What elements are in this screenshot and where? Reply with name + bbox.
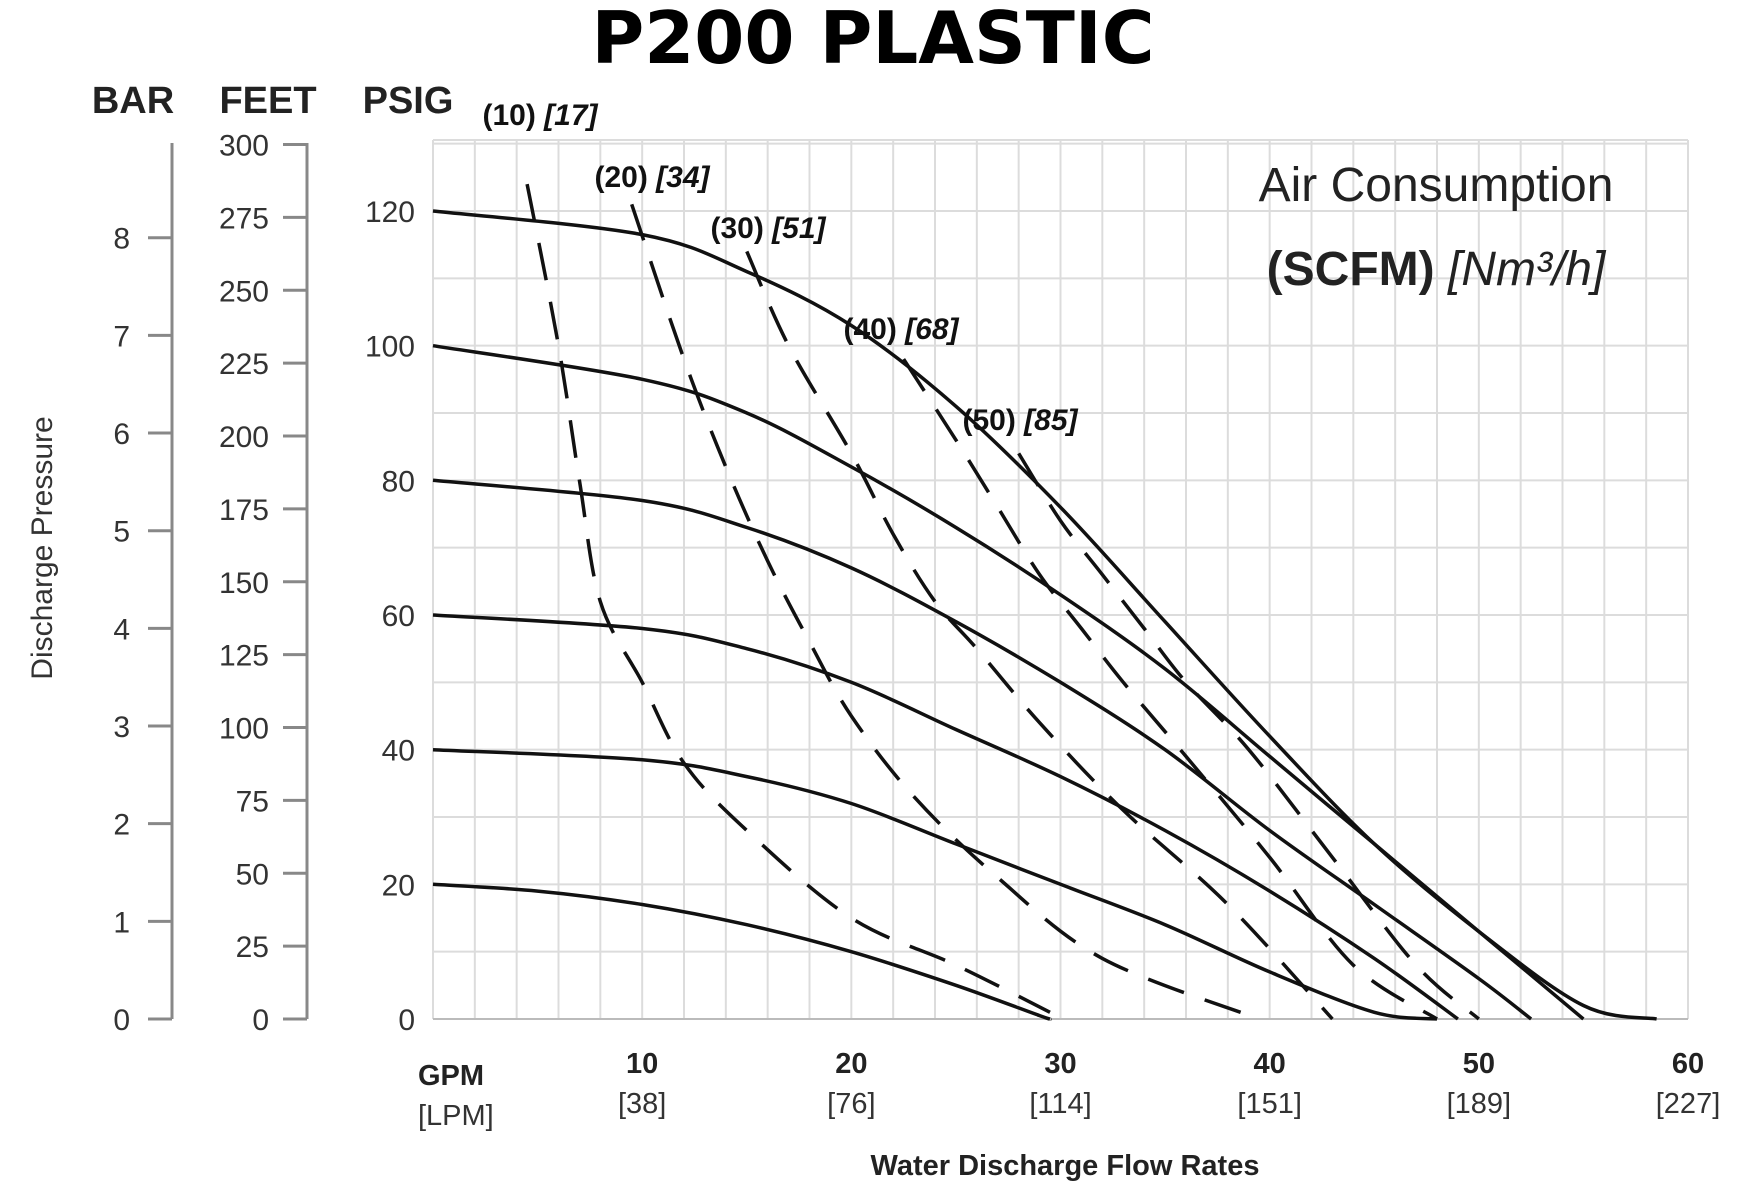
x-tick-lpm: [114] <box>1029 1088 1091 1120</box>
air-label-nm3: [51] <box>771 212 826 245</box>
pressure-curve-20-psig <box>432 882 1052 1021</box>
feet-tick-label: 225 <box>219 348 269 381</box>
grid <box>432 139 1689 1020</box>
air-label-nm3: [34] <box>655 161 710 194</box>
bar-tick-label: 8 <box>113 223 130 256</box>
feet-tick-label: 0 <box>252 1004 269 1037</box>
feet-tick-label: 200 <box>219 421 269 454</box>
bar-tick-label: 5 <box>113 516 130 549</box>
feet-axis-header: FEET <box>219 80 316 122</box>
x-tick-gpm: 30 <box>1044 1048 1076 1080</box>
feet-tick-label: 250 <box>219 275 269 308</box>
bar-tick-label: 0 <box>113 1004 130 1037</box>
pressure-curve-100-psig <box>432 343 1585 1021</box>
feet-tick-label: 125 <box>219 640 269 673</box>
air-label-scfm: (20) <box>594 161 656 194</box>
air-label-30: (30) [51] <box>710 212 826 245</box>
x-tick-gpm: 20 <box>835 1048 867 1080</box>
psig-tick-label: 100 <box>365 331 415 364</box>
air-curve-30 <box>745 250 1334 1021</box>
pressure-curve-80-psig <box>432 478 1533 1021</box>
feet-tick-label: 100 <box>219 713 269 746</box>
feet-tick-label: 150 <box>219 567 269 600</box>
x-tick-gpm: 60 <box>1672 1048 1704 1080</box>
air-consumption-labels: (10) [17] (20) [34](30) [51] (40) [68] (50)… <box>482 99 1078 437</box>
pressure-curve-60-psig <box>432 613 1459 1021</box>
air-label-scfm: (10) <box>482 99 544 132</box>
y-axis-label: Discharge Pressure <box>26 416 59 679</box>
legend-title: Air Consumption <box>1259 159 1614 212</box>
x-tick-lpm: [76] <box>827 1088 875 1120</box>
legend-scfm: (SCFM) <box>1267 243 1435 296</box>
air-label-scfm: (40) <box>843 313 905 346</box>
x-tick-lpm: [38] <box>618 1088 666 1120</box>
bar-tick-label: 2 <box>113 809 130 842</box>
pressure-curves <box>432 209 1657 1021</box>
x-unit-gpm: GPM <box>418 1060 484 1092</box>
air-label-40: (40) [68] <box>843 313 959 346</box>
bar-tick-label: 7 <box>113 320 130 353</box>
air-label-scfm: (50) <box>962 404 1024 437</box>
air-label-scfm: (30) <box>710 212 772 245</box>
psig-tick-label: 60 <box>382 600 415 633</box>
bar-tick-label: 6 <box>113 418 130 451</box>
psig-tick-label: 40 <box>382 735 415 768</box>
axes <box>148 143 309 1021</box>
air-label-20: (20) [34] <box>594 161 710 194</box>
air-curve-10 <box>525 183 1051 1014</box>
feet-tick-label: 275 <box>219 202 269 235</box>
x-tick-gpm: 50 <box>1463 1048 1495 1080</box>
x-axis-label: Water Discharge Flow Rates <box>871 1150 1260 1182</box>
air-consumption-curves <box>525 183 1480 1021</box>
chart-title: P200 PLASTIC <box>591 0 1154 80</box>
x-tick-lpm: [227] <box>1656 1088 1721 1120</box>
psig-axis-header: PSIG <box>363 80 454 122</box>
air-curve-40 <box>902 358 1438 1021</box>
legend-nm3: [Nm³/h] <box>1447 243 1607 296</box>
x-tick-lpm: [189] <box>1447 1088 1512 1120</box>
feet-tick-label: 25 <box>236 931 269 964</box>
psig-tick-label: 20 <box>382 869 415 902</box>
bar-tick-label: 4 <box>113 613 130 646</box>
x-tick-gpm: 10 <box>626 1048 658 1080</box>
psig-tick-label: 0 <box>398 1004 415 1037</box>
air-label-nm3: [17] <box>543 99 598 132</box>
legend-units: (SCFM) [Nm³/h] <box>1267 243 1607 296</box>
air-label-10: (10) [17] <box>482 99 598 132</box>
x-tick-lpm: [151] <box>1237 1088 1302 1120</box>
air-label-50: (50) [85] <box>962 404 1078 437</box>
feet-tick-label: 75 <box>236 785 269 818</box>
pressure-curve-40-psig <box>432 747 1438 1021</box>
bar-tick-label: 3 <box>113 711 130 744</box>
feet-tick-label: 175 <box>219 494 269 527</box>
feet-tick-label: 50 <box>236 858 269 891</box>
x-tick-gpm: 40 <box>1254 1048 1286 1080</box>
psig-tick-label: 120 <box>365 196 415 229</box>
air-label-nm3: [68] <box>904 313 959 346</box>
air-label-nm3: [85] <box>1023 404 1078 437</box>
x-unit-lpm: [LPM] <box>418 1100 494 1132</box>
feet-tick-label: 300 <box>219 130 269 163</box>
air-curve-50 <box>1017 452 1480 1021</box>
bar-tick-label: 1 <box>113 906 130 939</box>
bar-axis-header: BAR <box>92 80 174 122</box>
air-curve-20 <box>630 203 1260 1021</box>
tick-labels: 0123456780255075100125150175200225250275… <box>113 130 1720 1120</box>
psig-tick-label: 80 <box>382 465 415 498</box>
